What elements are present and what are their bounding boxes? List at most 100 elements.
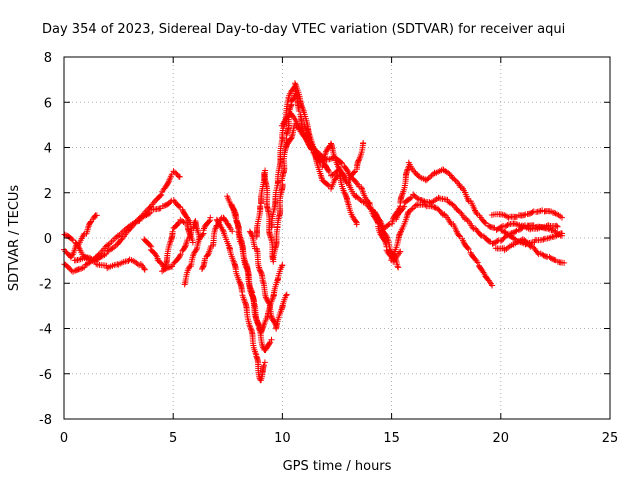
data-point xyxy=(551,209,558,216)
data-point xyxy=(67,266,74,273)
data-point xyxy=(87,219,94,226)
data-point xyxy=(464,245,471,251)
x-tick-label: 0 xyxy=(60,431,68,446)
data-point xyxy=(521,212,528,219)
data-point xyxy=(193,247,200,253)
grid-lines xyxy=(64,57,610,419)
data-point xyxy=(157,192,164,199)
x-tick-label: 20 xyxy=(493,431,510,446)
series-track-20 xyxy=(388,201,496,289)
data-point xyxy=(397,229,404,236)
data-point xyxy=(289,96,296,103)
y-tick-label: 4 xyxy=(44,142,52,157)
series-track-13 xyxy=(253,88,308,265)
data-point xyxy=(452,177,459,184)
data-point xyxy=(397,248,404,255)
data-point xyxy=(199,231,206,238)
data-point xyxy=(511,235,517,242)
data-point xyxy=(445,169,452,176)
data-point xyxy=(401,203,408,210)
data-point xyxy=(389,253,396,260)
x-tick-label: 15 xyxy=(383,431,400,446)
data-point xyxy=(456,232,462,239)
data-point xyxy=(553,222,560,229)
series-track-15 xyxy=(278,110,404,265)
data-point xyxy=(335,163,341,170)
data-point xyxy=(176,203,183,210)
data-point xyxy=(147,209,154,216)
data-point xyxy=(559,214,565,221)
data-point xyxy=(234,219,240,226)
y-tick-label: 2 xyxy=(44,187,52,202)
data-point xyxy=(383,233,390,240)
series-track-4 xyxy=(71,253,148,273)
data-point xyxy=(528,243,535,249)
x-tick-label: 25 xyxy=(602,431,619,446)
data-point xyxy=(132,219,139,226)
data-point xyxy=(104,243,111,249)
series-track-9 xyxy=(213,216,268,384)
data-point xyxy=(177,252,183,259)
data-point xyxy=(559,232,565,239)
data-point xyxy=(103,250,110,257)
data-point xyxy=(418,197,425,203)
data-point xyxy=(229,228,236,235)
series-track-2 xyxy=(61,168,183,264)
data-point xyxy=(282,292,289,299)
y-tick-label: 8 xyxy=(44,51,52,66)
data-point xyxy=(165,179,172,186)
data-point xyxy=(450,202,457,209)
data-point xyxy=(288,135,295,142)
data-point xyxy=(534,249,541,256)
data-point xyxy=(353,221,360,228)
series-track-22 xyxy=(488,207,565,221)
data-point xyxy=(481,219,488,226)
data-point xyxy=(291,80,298,87)
x-tick-label: 5 xyxy=(169,431,177,446)
data-point xyxy=(268,336,275,343)
data-point xyxy=(407,195,414,202)
data-point xyxy=(259,277,266,284)
data-point xyxy=(248,230,255,237)
series-track-3 xyxy=(61,197,194,275)
series-track-7 xyxy=(199,214,236,272)
data-point xyxy=(385,221,392,228)
data-point xyxy=(449,201,456,208)
data-point xyxy=(158,191,165,198)
data-point xyxy=(512,228,519,235)
data-point xyxy=(284,113,291,120)
data-point xyxy=(352,218,359,225)
y-tick-label: -6 xyxy=(39,368,52,383)
chart-title: Day 354 of 2023, Sidereal Day-to-day VTE… xyxy=(42,22,565,37)
data-point xyxy=(61,231,68,238)
data-point xyxy=(176,173,183,180)
data-point xyxy=(457,209,464,216)
data-point xyxy=(236,278,243,285)
y-tick-label: 0 xyxy=(44,232,52,247)
series-track-18 xyxy=(371,159,561,233)
data-point xyxy=(474,259,481,266)
data-point xyxy=(350,169,357,176)
data-point xyxy=(394,263,401,270)
data-point xyxy=(262,294,269,301)
data-point xyxy=(80,232,87,239)
data-point xyxy=(141,266,148,273)
data-point xyxy=(561,259,568,266)
data-point xyxy=(451,176,458,183)
data-point xyxy=(412,202,419,209)
data-point xyxy=(389,254,396,261)
data-point xyxy=(504,222,511,228)
data-point xyxy=(266,340,273,347)
data-point xyxy=(395,264,402,271)
series-track-8 xyxy=(181,214,214,288)
data-point xyxy=(66,265,72,271)
data-point xyxy=(175,220,182,227)
series-track-21 xyxy=(492,236,568,266)
series-track-16 xyxy=(283,120,402,271)
data-point xyxy=(358,184,365,191)
data-point xyxy=(189,239,196,246)
data-point xyxy=(279,262,286,269)
data-point xyxy=(465,197,471,203)
data-point xyxy=(163,265,170,272)
